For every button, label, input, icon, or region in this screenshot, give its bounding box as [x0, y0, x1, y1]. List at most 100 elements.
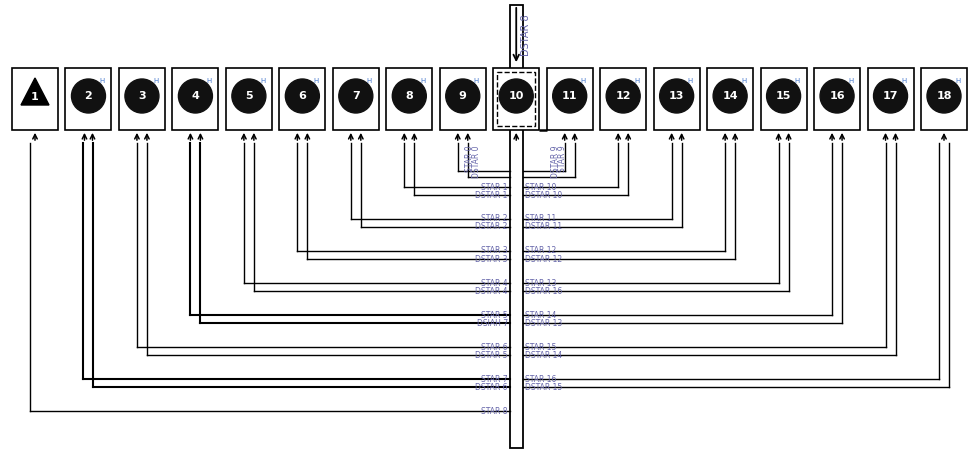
Bar — [546, 68, 592, 130]
Text: STAR 15: STAR 15 — [524, 343, 556, 351]
Text: DSTAR 5: DSTAR 5 — [474, 350, 508, 360]
Circle shape — [125, 79, 158, 113]
Bar — [279, 68, 325, 130]
Circle shape — [285, 79, 319, 113]
Text: 5: 5 — [244, 91, 252, 101]
Text: H: H — [420, 78, 425, 84]
Text: DSTAR 6: DSTAR 6 — [474, 382, 508, 392]
Bar — [510, 5, 522, 448]
Bar — [920, 68, 966, 130]
Circle shape — [659, 79, 693, 113]
Text: 4: 4 — [192, 91, 200, 101]
Bar — [653, 68, 699, 130]
Text: H: H — [259, 78, 265, 84]
Text: DSIAH 7: DSIAH 7 — [476, 318, 508, 327]
Text: DSTAR 13: DSTAR 13 — [524, 318, 561, 327]
Bar — [760, 68, 806, 130]
Text: H: H — [580, 78, 586, 84]
Text: STAR 7: STAR 7 — [480, 375, 508, 383]
Bar — [386, 68, 432, 130]
Bar — [118, 68, 164, 130]
Text: STAR 8: STAR 8 — [481, 407, 508, 415]
Text: STAR 4: STAR 4 — [480, 278, 508, 288]
Text: 14: 14 — [722, 91, 737, 101]
Text: H: H — [634, 78, 639, 84]
Text: 6: 6 — [298, 91, 306, 101]
Circle shape — [820, 79, 853, 113]
Text: 16: 16 — [828, 91, 844, 101]
Text: H: H — [794, 78, 799, 84]
Text: STAR 12: STAR 12 — [524, 246, 556, 256]
Bar — [867, 68, 912, 130]
Text: STAR 9: STAR 9 — [557, 145, 566, 172]
Text: STAR 2: STAR 2 — [481, 214, 508, 224]
Text: DSTAR 8: DSTAR 8 — [520, 14, 531, 56]
Text: 3: 3 — [138, 91, 146, 101]
Text: STAR 14: STAR 14 — [524, 311, 556, 320]
Circle shape — [499, 79, 533, 113]
Circle shape — [926, 79, 960, 113]
Text: H: H — [313, 78, 318, 84]
Circle shape — [338, 79, 373, 113]
Circle shape — [71, 79, 106, 113]
Text: DSTAR 14: DSTAR 14 — [524, 350, 561, 360]
Circle shape — [872, 79, 907, 113]
Circle shape — [392, 79, 425, 113]
Text: STAR 10: STAR 10 — [524, 182, 556, 191]
Bar — [333, 68, 378, 130]
Bar — [66, 68, 111, 130]
Text: 7: 7 — [351, 91, 359, 101]
Text: DSTAR 9: DSTAR 9 — [551, 145, 559, 178]
Text: STAR 16: STAR 16 — [524, 375, 556, 383]
Text: 17: 17 — [882, 91, 898, 101]
Text: STAR 6: STAR 6 — [480, 343, 508, 351]
Bar — [814, 68, 860, 130]
Text: DSTAR 1: DSTAR 1 — [475, 191, 508, 200]
Text: DSTAR 0: DSTAR 0 — [471, 145, 481, 178]
Text: STAR 3: STAR 3 — [480, 246, 508, 256]
Circle shape — [605, 79, 640, 113]
Bar — [226, 68, 272, 130]
Text: DSTAR 11: DSTAR 11 — [524, 223, 561, 231]
Text: 18: 18 — [935, 91, 951, 101]
Text: DSTAR 2: DSTAR 2 — [475, 223, 508, 231]
Text: DSTAR 3: DSTAR 3 — [474, 255, 508, 263]
Circle shape — [178, 79, 212, 113]
Bar — [12, 68, 58, 130]
Text: 11: 11 — [561, 91, 577, 101]
Text: H: H — [740, 78, 745, 84]
Text: 9: 9 — [459, 91, 467, 101]
Text: H: H — [100, 78, 105, 84]
Polygon shape — [21, 78, 49, 105]
Text: 13: 13 — [668, 91, 684, 101]
Bar — [493, 68, 539, 130]
Text: STAR 0: STAR 0 — [465, 145, 473, 172]
Bar — [172, 68, 218, 130]
Bar — [439, 68, 485, 130]
Text: DSTAR 16: DSTAR 16 — [524, 287, 561, 295]
Text: DSTAR 12: DSTAR 12 — [524, 255, 561, 263]
Circle shape — [445, 79, 479, 113]
Text: STAR 1: STAR 1 — [481, 182, 508, 191]
Text: DSTAR 10: DSTAR 10 — [524, 191, 561, 200]
Text: 8: 8 — [405, 91, 413, 101]
Text: H: H — [153, 78, 158, 84]
Bar — [706, 68, 752, 130]
Text: 12: 12 — [615, 91, 630, 101]
Text: 1: 1 — [31, 92, 39, 102]
Circle shape — [232, 79, 266, 113]
Text: 15: 15 — [776, 91, 790, 101]
Text: H: H — [901, 78, 906, 84]
Text: H: H — [687, 78, 692, 84]
Text: H: H — [954, 78, 959, 84]
Circle shape — [766, 79, 800, 113]
Text: STAR 11: STAR 11 — [524, 214, 556, 224]
Text: H: H — [367, 78, 372, 84]
Text: STAR 13: STAR 13 — [524, 278, 556, 288]
Bar — [497, 72, 535, 126]
Bar — [600, 68, 645, 130]
Text: H: H — [206, 78, 211, 84]
Text: 10: 10 — [508, 91, 523, 101]
Circle shape — [553, 79, 586, 113]
Text: 2: 2 — [84, 91, 92, 101]
